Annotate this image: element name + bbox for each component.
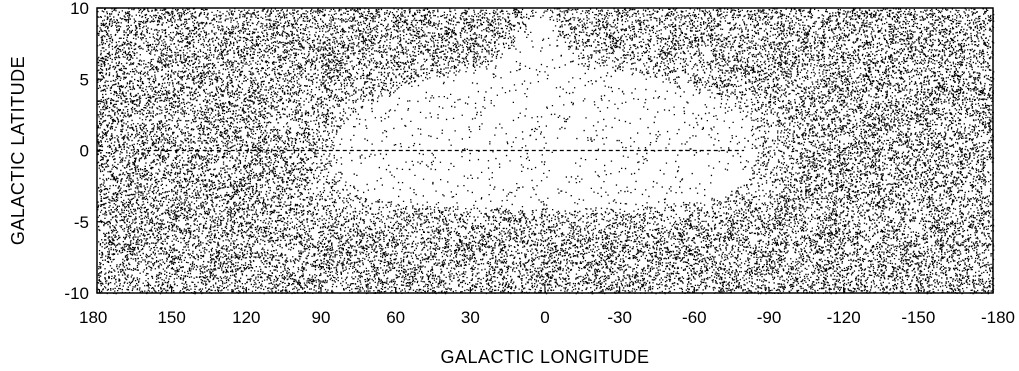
- y-tick-label: 10: [70, 0, 89, 18]
- x-tick-label: -30: [607, 308, 632, 327]
- x-axis-ticks: 180 150 120 90 60 30 0 -30 -60 -90 -120 -150 -180: [79, 287, 1015, 327]
- x-tick-label: -60: [682, 308, 707, 327]
- x-tick-label: -150: [901, 308, 935, 327]
- x-tick-label: -90: [757, 308, 782, 327]
- y-tick-label: -5: [74, 213, 89, 232]
- x-tick-label: 30: [461, 308, 480, 327]
- x-tick-label: 60: [386, 308, 405, 327]
- y-tick-label: 0: [80, 142, 89, 161]
- x-tick-label: 150: [157, 308, 185, 327]
- x-tick-label: -120: [827, 308, 861, 327]
- scatter-point-cloud: [97, 8, 995, 295]
- x-tick-label: -180: [981, 308, 1015, 327]
- y-tick-label: -10: [64, 284, 89, 303]
- scatter-points: [97, 8, 995, 295]
- x-tick-label: 90: [312, 308, 331, 327]
- x-tick-label: 180: [79, 308, 107, 327]
- x-axis-title: GALACTIC LONGITUDE: [440, 347, 649, 367]
- y-axis-ticks: -10 -5 0 5 10: [64, 0, 103, 303]
- y-tick-label: 5: [80, 70, 89, 89]
- x-tick-label: 120: [232, 308, 260, 327]
- x-tick-label: 0: [540, 308, 549, 327]
- y-axis-title: GALACTIC LATITUDE: [8, 56, 28, 245]
